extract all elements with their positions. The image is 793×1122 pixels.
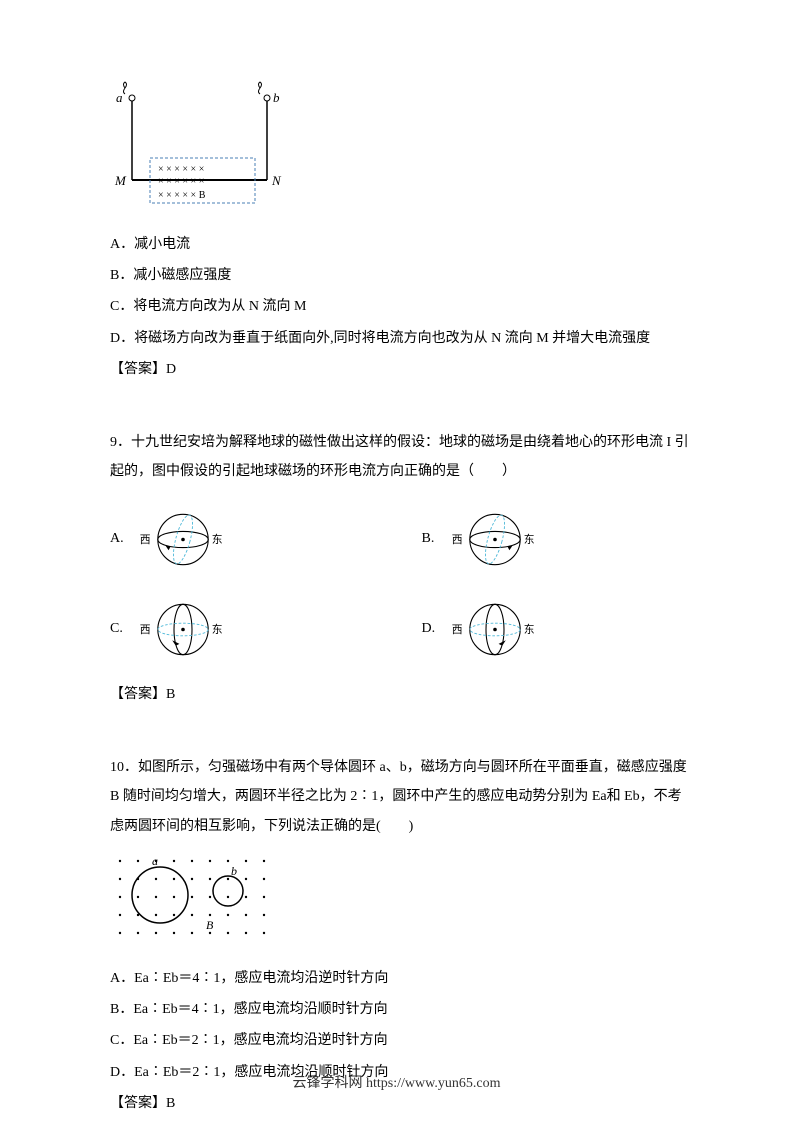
q9-text: 9．十九世纪安培为解释地球的磁性做出这样的假设：地球的磁场是由绕着地心的环形电流… bbox=[110, 428, 693, 487]
q10-answer: 【答案】B bbox=[110, 1091, 693, 1116]
q8-option-b: B．减小磁感应强度 bbox=[110, 263, 693, 288]
q9-option-b: B. 西 东 bbox=[422, 502, 694, 577]
q10-label-a: a bbox=[152, 854, 158, 868]
q10-diagram: a b B bbox=[110, 851, 693, 956]
q8-label-m: M bbox=[114, 173, 127, 188]
q8-label-n: N bbox=[271, 173, 282, 188]
globe-c-svg: 西 东 bbox=[138, 592, 228, 667]
q8-answer: 【答案】D bbox=[110, 357, 693, 382]
page-footer: 云锋学科网 https://www.yun65.com bbox=[0, 1072, 793, 1092]
svg-text:× × × × × ×: × × × × × × bbox=[158, 164, 204, 175]
q9-label-b: B. bbox=[422, 531, 442, 547]
q10-label-B: B bbox=[206, 918, 214, 932]
east-label: 东 bbox=[523, 623, 534, 636]
q9-option-c: C. 西 东 bbox=[110, 592, 382, 667]
svg-text:× × × × × ×: × × × × × × bbox=[158, 176, 204, 187]
q8-option-d: D．将磁场方向改为垂直于纸面向外,同时将电流方向也改为从 N 流向 M 并增大电… bbox=[110, 326, 693, 351]
west-label: 西 bbox=[451, 534, 462, 546]
q9-label-c: C. bbox=[110, 621, 130, 637]
q8-label-b: b bbox=[273, 90, 280, 105]
west-label: 西 bbox=[140, 534, 151, 546]
q10-option-c: C．Ea∶Eb＝2∶1，感应电流均沿逆时针方向 bbox=[110, 1028, 693, 1053]
q10-text: 10．如图所示，匀强磁场中有两个导体圆环 a、b，磁场方向与圆环所在平面垂直，磁… bbox=[110, 753, 693, 841]
q9-answer: 【答案】B bbox=[110, 682, 693, 707]
q8-label-a: a bbox=[116, 90, 123, 105]
west-label: 西 bbox=[451, 624, 462, 636]
q9-label-a: A. bbox=[110, 531, 130, 547]
east-label: 东 bbox=[523, 533, 534, 546]
q8-option-c: C．将电流方向改为从 N 流向 M bbox=[110, 294, 693, 319]
svg-text:× × × × × B: × × × × × B bbox=[158, 190, 206, 201]
globe-d-svg: 西 东 bbox=[450, 592, 540, 667]
q10-option-a: A．Ea∶Eb＝4∶1，感应电流均沿逆时针方向 bbox=[110, 966, 693, 991]
globe-b-svg: 西 东 bbox=[450, 502, 540, 577]
q10-label-b: b bbox=[231, 864, 237, 878]
q10-rings-svg: a b B bbox=[110, 851, 285, 951]
east-label: 东 bbox=[212, 533, 223, 546]
q9-options-grid: A. 西 东 B. 西 东 C. 西 bbox=[110, 502, 693, 667]
q9-label-d: D. bbox=[422, 621, 442, 637]
east-label: 东 bbox=[212, 623, 223, 636]
q8-circuit-svg: a b M N × × × × × × × × × × × × × × × × … bbox=[110, 80, 295, 215]
q9-option-d: D. 西 东 bbox=[422, 592, 694, 667]
q10-option-b: B．Ea∶Eb＝4∶1，感应电流均沿顺时针方向 bbox=[110, 997, 693, 1022]
field-dots bbox=[119, 860, 265, 934]
q9-option-a: A. 西 东 bbox=[110, 502, 382, 577]
globe-a-svg: 西 东 bbox=[138, 502, 228, 577]
west-label: 西 bbox=[140, 624, 151, 636]
q8-option-a: A．减小电流 bbox=[110, 232, 693, 257]
q8-diagram: a b M N × × × × × × × × × × × × × × × × … bbox=[110, 80, 693, 220]
